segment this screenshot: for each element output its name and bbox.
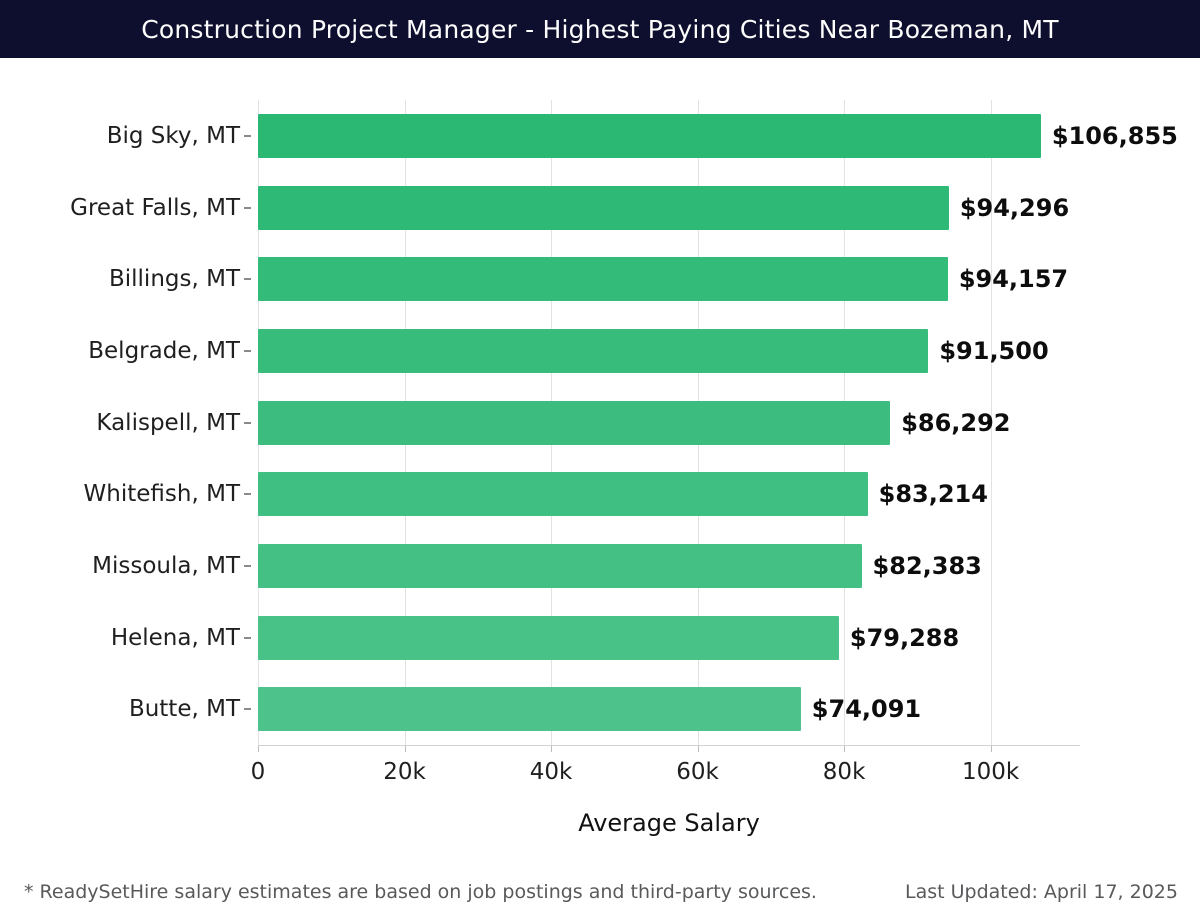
bar-value-label: $74,091: [811, 695, 922, 724]
bar-missoula-mt: [258, 543, 862, 588]
bar-belgrade-mt: [258, 328, 929, 373]
chart-title: Construction Project Manager - Highest P…: [141, 14, 1059, 44]
bar-great-falls-mt: [258, 185, 949, 230]
y-axis-tick: [244, 278, 251, 281]
bar-value-label: $83,214: [878, 480, 988, 509]
bar-butte-mt: [258, 687, 801, 732]
bar-kalispell-mt: [258, 400, 891, 445]
footnote: * ReadySetHire salary estimates are base…: [24, 881, 817, 903]
x-axis-tick: [551, 745, 553, 752]
bar-big-sky-mt: [258, 113, 1041, 158]
x-axis-tick-label: 100k: [961, 759, 1020, 785]
x-axis-tick: [990, 745, 992, 752]
title-bar: Construction Project Manager - Highest P…: [0, 0, 1200, 58]
y-axis-tick: [244, 206, 251, 209]
y-axis-tick: [244, 349, 251, 352]
y-axis-tick: [244, 564, 251, 567]
last-updated: Last Updated: April 17, 2025: [904, 881, 1178, 903]
y-axis-tick: [244, 493, 251, 496]
y-axis-label: Billings, MT: [108, 266, 240, 293]
x-axis-line: [258, 745, 1080, 746]
y-axis-label: Helena, MT: [110, 624, 240, 651]
bar-value-label: $106,855: [1051, 121, 1178, 150]
bar-value-label: $82,383: [872, 551, 982, 580]
gridline: [990, 100, 992, 745]
x-axis-tick: [844, 745, 846, 752]
bar-helena-mt: [258, 615, 839, 660]
x-axis-tick-label: 60k: [676, 759, 719, 785]
x-axis-tick: [258, 745, 259, 752]
y-axis-tick: [244, 421, 251, 424]
y-axis-tick: [244, 708, 251, 711]
x-axis-tick-label: 80k: [822, 759, 866, 785]
bar-value-label: $91,500: [939, 336, 1049, 365]
y-axis-label: Big Sky, MT: [106, 122, 240, 149]
y-axis-label: Kalispell, MT: [96, 409, 240, 436]
bar-value-label: $94,157: [958, 265, 1069, 294]
bar-value-label: $79,288: [849, 623, 960, 652]
y-axis-label: Belgrade, MT: [88, 337, 240, 364]
bar-billings-mt: [258, 257, 948, 302]
x-axis-tick-label: 0: [250, 759, 266, 785]
y-axis-label: Whitefish, MT: [83, 481, 240, 508]
x-axis-tick-label: 20k: [383, 759, 426, 785]
y-axis-label: Butte, MT: [128, 696, 240, 723]
y-axis-tick: [244, 636, 251, 639]
x-axis-tick: [404, 745, 406, 752]
bar-whitefish-mt: [258, 472, 868, 517]
bar-value-label: $86,292: [901, 408, 1011, 437]
x-axis-title: Average Salary: [578, 809, 760, 837]
x-axis-tick: [697, 745, 699, 752]
y-axis-tick: [244, 134, 251, 137]
y-axis-label: Missoula, MT: [92, 552, 240, 579]
x-axis-tick-label: 40k: [529, 759, 573, 785]
y-axis-label: Great Falls, MT: [70, 194, 240, 221]
bar-value-label: $94,296: [959, 193, 1070, 222]
